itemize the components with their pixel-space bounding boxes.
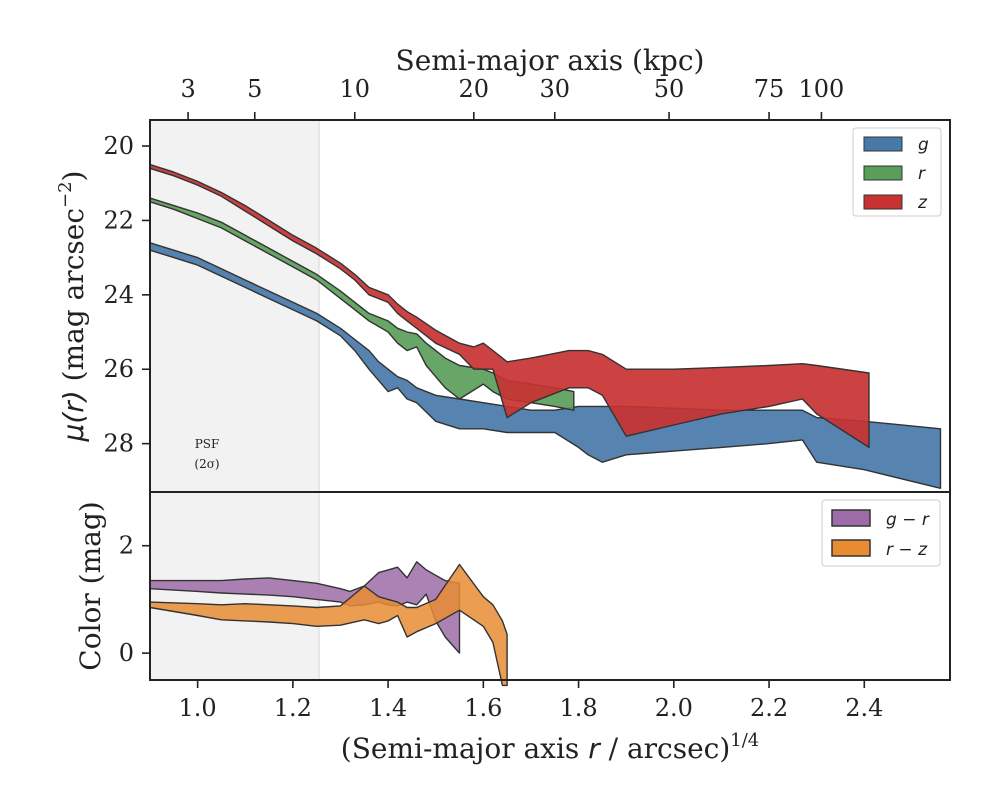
bottom-tick-label: 1.8 (559, 694, 597, 722)
band-gr (149, 561, 461, 654)
legend-swatch-r-z (831, 539, 871, 557)
profile-bands (149, 163, 942, 489)
legend-swatch-r (863, 165, 903, 181)
bottom-tick-label: 1.2 (274, 694, 312, 722)
legend-label-r-z-var2: z (917, 540, 928, 560)
profile-y-label-close: ) (57, 171, 90, 182)
legend-swatch-z (863, 194, 903, 210)
legend-label-r-z-var1: r (886, 540, 894, 560)
color-bands (149, 561, 508, 687)
profile-y-tick-label: 20 (103, 132, 134, 160)
legend-label-r: r (918, 164, 926, 184)
band-rz (149, 563, 508, 687)
bottom-tick-label: 2.4 (845, 694, 883, 722)
top-tick-label: 30 (539, 75, 570, 103)
bottom-axis-label-main: (Semi-major axis (341, 732, 580, 765)
top-axis-label: Semi-major axis (kpc) (396, 44, 705, 77)
color-panel-frame (149, 491, 951, 681)
bottom-tick-label: 2.2 (750, 694, 788, 722)
bottom-tick-label: 1.6 (464, 694, 502, 722)
top-tick-label: 3 (180, 75, 195, 103)
color-y-tick-label: 2 (119, 532, 134, 560)
legend-label-r-z-op: − (898, 540, 912, 560)
top-tick-label: 50 (654, 75, 685, 103)
color-y-axis-label: Color (mag) (74, 501, 107, 670)
profile-y-axis-label: μ(r) (mag arcsec−2) (55, 171, 90, 443)
bottom-axis-label-exp: 1/4 (730, 730, 759, 751)
profile-y-tick-label: 26 (103, 355, 134, 383)
top-tick-label: 5 (247, 75, 262, 103)
bottom-axis-label-var: r (588, 732, 601, 765)
legend-swatch-g (863, 136, 903, 152)
bottom-tick-label: 1.0 (179, 694, 217, 722)
profile-y-label-var: μ(r) (57, 390, 90, 442)
profile-y-tick-label: 22 (103, 206, 134, 234)
top-tick-label: 75 (754, 75, 785, 103)
bottom-axis-label-unit: / arcsec) (609, 732, 731, 765)
psf-label-line1: PSF (195, 437, 220, 451)
profile-legend: g r z (852, 127, 942, 217)
bottom-tick-label: 2.0 (655, 694, 693, 722)
profile-y-tick-label: 24 (103, 281, 134, 309)
legend-swatch-g-r (831, 509, 871, 527)
psf-label-line2: (2σ) (194, 457, 219, 471)
bottom-axis-label: (Semi-major axis r / arcsec)1/4 (341, 730, 759, 765)
top-tick-label: 10 (339, 75, 370, 103)
top-tick-label: 20 (459, 75, 490, 103)
legend-label-g-r-op: − (902, 510, 916, 530)
legend-label-g: g (918, 135, 929, 155)
color-y-tick-label: 0 (119, 639, 134, 667)
profile-y-label-unit: (mag arcsec (57, 208, 90, 381)
legend-label-z: z (917, 193, 928, 213)
legend-label-r-z: r − z (886, 540, 928, 560)
color-legend: g − r r − z (821, 499, 941, 567)
legend-label-g-r: g − r (886, 510, 930, 530)
band-g (149, 242, 942, 489)
profile-y-label-exp: −2 (55, 181, 76, 208)
axis-ticks: 1.0 1.2 1.4 1.6 1.8 2.0 2.2 2.43 5 10 20 30 50 75 1002… (103, 75, 883, 722)
bottom-tick-label: 1.4 (369, 694, 407, 722)
band-z (149, 163, 870, 449)
legend-label-g-r-var2: r (922, 510, 930, 530)
legend-label-g-r-var1: g (886, 510, 897, 530)
top-tick-label: 100 (799, 75, 845, 103)
profile-y-tick-label: 28 (103, 430, 134, 458)
